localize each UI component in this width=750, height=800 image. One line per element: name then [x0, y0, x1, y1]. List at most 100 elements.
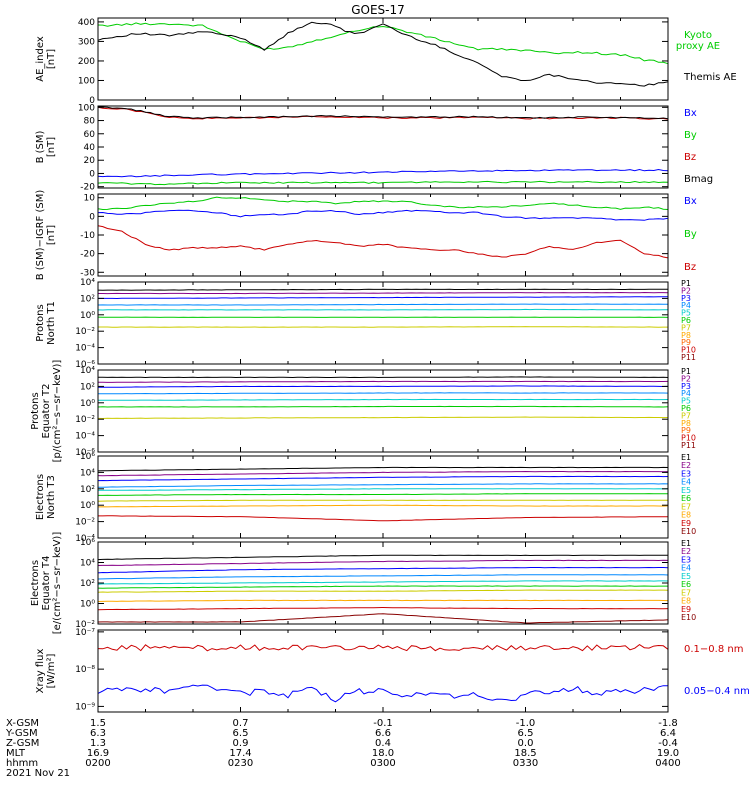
legend-entry: E10	[681, 613, 696, 622]
series-line-bx	[97, 209, 669, 221]
y-tick-label: 10⁻⁸	[75, 665, 95, 675]
series-line-bz	[97, 225, 669, 259]
y-axis-label: Equator T2	[41, 384, 52, 439]
y-tick-label: 10⁴	[80, 468, 95, 478]
legend-entry: proxy AE	[676, 41, 720, 52]
footer-value: 0.0	[518, 738, 534, 749]
y-tick-label: 0	[89, 96, 95, 106]
y-tick-label: 10⁻⁴	[75, 344, 95, 354]
series-line-e8	[97, 599, 669, 602]
series-line-p7	[97, 416, 669, 420]
panel-7: 10⁻² 10⁰ 10² 10⁴ 10⁶ Electrons Equator T4 [e/(c…	[30, 532, 696, 635]
legend-entry: E9	[681, 605, 691, 614]
chart-title: GOES-17	[351, 3, 405, 17]
legend-entry: P2	[681, 374, 691, 383]
footer-value: 0.9	[233, 738, 249, 749]
footer-row-label: hhmm	[6, 758, 38, 769]
series-line-p2	[98, 380, 669, 383]
legend-entry: E5	[681, 486, 691, 495]
footer-value: 17.4	[229, 748, 251, 759]
footer-value: 1.3	[90, 738, 106, 749]
y-axis-label: [p/(cm²−s−sr−keV)]	[52, 360, 63, 463]
footer-row-label: Z-GSM	[6, 738, 39, 749]
y-tick-label: 10⁻⁴	[75, 432, 95, 442]
footer-value: 6.3	[90, 728, 106, 739]
y-axis-label: North T3	[46, 475, 57, 519]
footer-value: 0.7	[233, 718, 249, 729]
series-line-e3	[97, 475, 669, 482]
legend-entry: P4	[681, 389, 691, 398]
legend-entry: E1	[681, 539, 691, 548]
legend-entry: P5	[681, 397, 691, 406]
legend-entry: E8	[681, 597, 691, 606]
series-line-p4	[97, 392, 669, 395]
y-axis-label: North T1	[46, 301, 57, 345]
legend-entry: E6	[681, 580, 691, 589]
y-axis-label: Electrons	[30, 560, 41, 606]
legend-entry: Kyoto	[684, 30, 712, 41]
y-tick-label: 10⁶	[80, 538, 95, 548]
series-line-p5	[98, 398, 669, 401]
y-axis-label: [e/(cm²−s−sr−keV)]	[52, 532, 63, 635]
series-line-0-05-0-4-nm	[97, 684, 668, 703]
y-tick-label: 80	[84, 117, 96, 127]
panel-4: 10⁻⁶ 10⁻⁴ 10⁻² 10⁰ 10² 10⁴ Protons North T1 P1P2…	[35, 278, 696, 370]
series-line-p4	[97, 303, 669, 306]
legend-entry: Bz	[684, 152, 696, 163]
series-line-e1	[97, 466, 669, 472]
y-axis-label: [nT]	[46, 49, 57, 69]
legend-entry: P9	[681, 426, 691, 435]
legend-entry: P10	[681, 346, 696, 355]
series-line-e7	[97, 589, 669, 593]
y-axis-label: AE_index	[35, 36, 46, 82]
series-line-e6	[97, 585, 668, 589]
footer-value: 16.9	[87, 748, 109, 759]
legend-entry: P3	[681, 294, 691, 303]
legend-entry: P8	[681, 419, 691, 428]
panel-frame	[97, 629, 669, 713]
legend-entry: Bx	[684, 108, 697, 119]
y-tick-label: -10	[80, 231, 95, 241]
series-line-bmag	[97, 106, 669, 120]
panel-frame	[97, 281, 669, 365]
legend-entry: E9	[681, 519, 691, 528]
legend-entry: E2	[681, 547, 691, 556]
legend-entry: E7	[681, 588, 691, 597]
series-line-themis-ae	[97, 21, 669, 87]
series-line-p6	[97, 405, 669, 408]
legend-entry: By	[684, 130, 697, 141]
footer-value: -0.1	[373, 718, 393, 729]
y-tick-label: 10⁰	[80, 399, 95, 409]
legend-entry: P1	[681, 279, 691, 288]
legend-entry: P3	[681, 382, 691, 391]
series-line-e9	[98, 515, 668, 522]
y-axis-label: [nT]	[46, 137, 57, 157]
footer-value: 19.0	[657, 748, 679, 759]
y-tick-label: -20	[80, 250, 95, 260]
y-tick-label: 10²	[80, 485, 95, 495]
footer-value: -0.4	[658, 738, 678, 749]
y-tick-label: 10⁻²	[75, 518, 95, 528]
series-line-e8	[97, 504, 669, 508]
series-line-0-1-0-8-nm	[97, 643, 669, 652]
legend-entry: E7	[681, 502, 691, 511]
series-line-e1	[97, 554, 669, 561]
y-tick-label: 10⁶	[80, 452, 95, 462]
series-line-e9	[97, 606, 669, 611]
y-tick-label: 10⁻⁷	[75, 628, 95, 638]
series-line-e3	[97, 566, 669, 574]
footer-value: 0400	[655, 758, 680, 769]
y-tick-label: 10⁻⁶	[75, 360, 95, 370]
y-axis-label: B (SM)	[35, 130, 46, 163]
panel-frame	[97, 17, 669, 101]
series-line-e7	[97, 499, 669, 502]
legend-entry: Bmag	[684, 174, 713, 185]
y-tick-label: 10⁴	[80, 278, 95, 288]
series-line-p3	[98, 385, 669, 388]
y-axis-label: [W/m²]	[46, 653, 57, 688]
series-line-p3	[98, 296, 669, 300]
series-line-p1	[98, 376, 669, 379]
legend-entry: E8	[681, 511, 691, 520]
series-line-kyoto-proxy-ae	[97, 22, 669, 65]
